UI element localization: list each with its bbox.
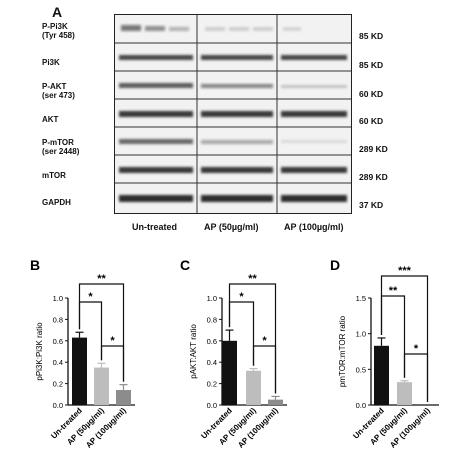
y-tick-label: 0.0 [53,401,63,410]
blot-label-gapdh: GAPDH [42,198,71,207]
significance-label: *** [398,265,412,277]
blot-label-p-pi3k: P-Pi3K (Tyr 458) [42,22,75,40]
y-tick-label: 0.4 [53,358,63,367]
condition-label-ap100: AP (100µg/ml) [284,222,344,232]
bar [246,370,261,405]
kd-label: 60 KD [359,89,384,99]
kd-label: 85 KD [359,60,384,70]
blot-label-mtor: mTOR [42,171,66,180]
kd-label: 85 KD [359,31,384,41]
significance-bracket [252,345,277,394]
kd-label: 60 KD [359,116,384,126]
y-tick-label: 0.8 [53,315,63,324]
y-axis-label: pPi3K:Pi3K ratio [35,322,44,381]
y-tick-label: 0.0 [356,401,366,410]
condition-label-untreated: Un-treated [132,222,178,232]
panel-letter: B [30,257,40,273]
y-tick-label: 0.5 [356,365,366,374]
kd-label: 37 KD [359,200,384,210]
panel-letter: D [330,257,340,273]
y-tick-label: 0.2 [207,380,217,389]
blot-label-p-akt: P-AKT (ser 473) [42,82,75,100]
bar [374,345,389,405]
bar [222,340,237,405]
blot-label-akt: AKT [42,115,59,124]
significance-label: * [414,343,419,355]
panel-letter: C [180,257,190,273]
y-tick-label: 0.8 [207,315,217,324]
y-tick-label: 0.0 [207,401,217,410]
western-blot-image [114,14,352,214]
x-tick-label: AP (100µg/ml) [388,406,432,450]
y-tick-label: 1.0 [53,294,63,303]
blot-label-p-mtor: P-mTOR (ser 2448) [42,138,80,156]
y-tick-label: 0.6 [207,337,217,346]
y-tick-label: 0.6 [53,337,63,346]
y-tick-label: 0.4 [207,358,217,367]
panel-a-letter: A [52,4,63,20]
significance-bracket [403,353,429,402]
significance-bracket [228,283,277,394]
condition-label-ap50: AP (50µg/ml) [204,222,259,232]
bar [116,390,131,405]
x-tick-label: AP (100µg/ml) [236,406,280,450]
significance-label: ** [389,285,398,297]
significance-label: ** [248,273,257,285]
y-tick-label: 1.0 [207,294,217,303]
y-axis-label: pmTOR:mTOR ratio [338,315,347,387]
western-blot-bands [115,15,351,213]
kd-label: 289 KD [359,144,388,154]
significance-label: * [262,335,267,347]
significance-bracket [380,275,429,402]
blot-label-pi3k: Pi3K [42,58,60,67]
significance-bracket [78,283,125,382]
significance-label: ** [97,273,106,285]
bar [268,399,283,405]
y-tick-label: 1.0 [356,330,366,339]
bar [397,382,412,405]
y-axis-label: pAKT:AKT ratio [189,324,198,379]
bar [94,367,109,405]
significance-label: * [239,291,244,303]
bar [72,337,87,405]
significance-label: * [88,291,93,303]
significance-bracket [100,345,125,382]
kd-label: 289 KD [359,172,388,182]
significance-label: * [110,335,115,347]
y-tick-label: 0.2 [53,380,63,389]
x-tick-label: AP (100µg/ml) [84,406,128,450]
y-tick-label: 1.5 [356,294,366,303]
